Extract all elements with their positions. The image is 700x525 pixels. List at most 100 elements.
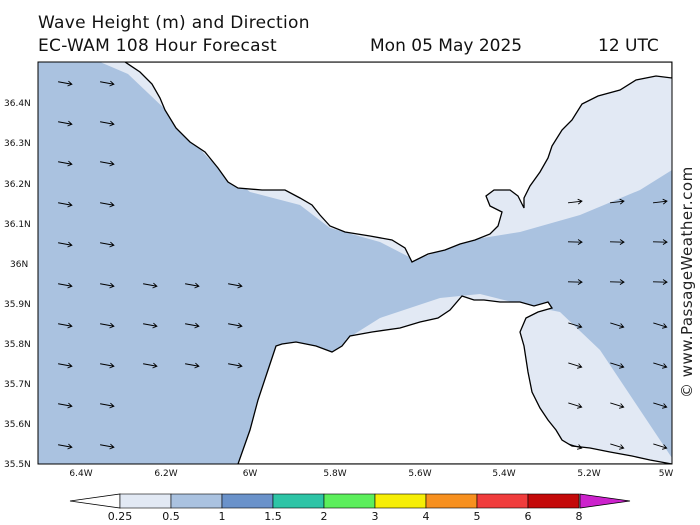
wave-height-colorbar: 0.25 0.5 1 1.5 2 3 4 5 6 8 — [69, 493, 631, 523]
wave-arrow — [100, 241, 115, 248]
forecast-time: 12 UTC — [598, 36, 659, 56]
colorbar-low-end — [69, 493, 121, 509]
wave-arrow — [567, 279, 583, 285]
wave-arrow — [58, 241, 73, 248]
wave-arrow — [568, 322, 583, 329]
credit-text: © www.PassageWeather.com — [678, 166, 696, 398]
wave-arrow — [58, 120, 73, 127]
colorbar-cell — [119, 493, 172, 509]
lat-label: 36N — [10, 260, 28, 270]
colorbar-label: 2 — [321, 510, 328, 523]
land-morocco — [237, 295, 672, 464]
lat-label: 35.5N — [4, 460, 31, 470]
wave-arrow — [228, 322, 243, 329]
wave-arrow — [568, 443, 583, 450]
wave-arrow — [609, 239, 625, 245]
colorbar-label: 8 — [576, 510, 583, 523]
wave-arrow — [652, 279, 668, 285]
colorbar-label: 3 — [372, 510, 379, 523]
wave-arrow — [58, 322, 73, 329]
wave-arrow — [100, 282, 115, 289]
wave-arrow — [652, 198, 668, 205]
low-wave-band-south — [345, 294, 672, 464]
wave-arrow — [143, 322, 158, 329]
wave-arrow — [652, 239, 668, 245]
wave-arrow — [185, 322, 200, 329]
lat-label: 36.4N — [4, 99, 31, 109]
lon-label: 5.8W — [323, 469, 346, 479]
wave-arrow — [100, 402, 115, 409]
colorbar-label: 0.5 — [162, 510, 180, 523]
forecast-model: EC-WAM 108 Hour Forecast — [38, 36, 277, 56]
wave-arrow — [100, 80, 115, 87]
latitude-labels: 36.4N 36.3N 36.2N 36.1N 36N 35.9N 35.8N … — [4, 99, 31, 470]
land-spain — [123, 62, 672, 263]
wave-arrow — [653, 362, 668, 369]
lat-label: 35.8N — [4, 340, 31, 350]
lon-label: 6.4W — [69, 469, 92, 479]
lon-label: 5.2W — [577, 469, 600, 479]
map-frame — [37, 61, 673, 465]
wave-arrow — [143, 282, 158, 289]
wave-arrow — [58, 80, 73, 87]
lat-label: 36.1N — [4, 220, 31, 230]
colorbar-cell — [527, 493, 580, 509]
colorbar-cell — [425, 493, 478, 509]
wave-arrow — [610, 402, 625, 409]
wave-arrow — [610, 443, 625, 450]
wave-arrow — [58, 362, 73, 369]
wave-arrow — [609, 198, 625, 205]
wave-arrow — [100, 322, 115, 329]
wave-arrow — [610, 322, 625, 329]
longitude-labels: 6.4W 6.2W 6W 5.8W 5.6W 5.4W 5.2W 5W — [69, 469, 673, 479]
colorbar-label: 0.25 — [108, 510, 133, 523]
wave-arrow — [653, 443, 668, 450]
colorbar-label: 5 — [474, 510, 481, 523]
wave-arrow — [610, 362, 625, 369]
wave-arrow — [143, 362, 158, 369]
colorbar-label: 1 — [219, 510, 226, 523]
wave-arrow — [653, 402, 668, 409]
lon-label: 5W — [659, 469, 674, 479]
wave-arrow — [185, 282, 200, 289]
wave-arrow — [58, 160, 73, 167]
colorbar-label: 1.5 — [264, 510, 282, 523]
wave-arrow — [100, 160, 115, 167]
wave-arrow — [228, 282, 243, 289]
colorbar-cell — [272, 493, 325, 509]
colorbar-label: 4 — [423, 510, 430, 523]
lat-label: 35.9N — [4, 300, 31, 310]
lat-label: 35.7N — [4, 380, 31, 390]
colorbar-cell — [323, 493, 376, 509]
forecast-date: Mon 05 May 2025 — [370, 36, 523, 56]
wave-arrow — [568, 362, 583, 369]
lon-label: 6.2W — [154, 469, 177, 479]
wave-arrow — [58, 402, 73, 409]
wave-arrow — [58, 282, 73, 289]
colorbar-cell — [170, 493, 223, 509]
lat-label: 36.3N — [4, 139, 31, 149]
wave-arrow — [100, 120, 115, 127]
colorbar-label: 6 — [525, 510, 532, 523]
wave-arrow — [100, 362, 115, 369]
wave-arrow — [58, 201, 73, 208]
wave-arrow — [100, 443, 115, 450]
lat-label: 36.2N — [4, 180, 31, 190]
lon-label: 5.4W — [492, 469, 515, 479]
colorbar-cell — [221, 493, 274, 509]
lat-label: 35.6N — [4, 420, 31, 430]
map-title: Wave Height (m) and Direction — [38, 13, 310, 33]
wave-arrow — [653, 322, 668, 329]
wave-arrow — [185, 362, 200, 369]
lon-label: 6W — [243, 469, 258, 479]
wave-arrow — [100, 201, 115, 208]
colorbar-cell — [374, 493, 427, 509]
wave-arrow — [567, 198, 583, 205]
wave-arrow — [568, 402, 583, 409]
colorbar-cell — [476, 493, 529, 509]
colorbar-high-end — [579, 493, 631, 509]
wave-arrow — [228, 362, 243, 369]
wave-arrow — [567, 239, 583, 245]
lon-label: 5.6W — [408, 469, 431, 479]
